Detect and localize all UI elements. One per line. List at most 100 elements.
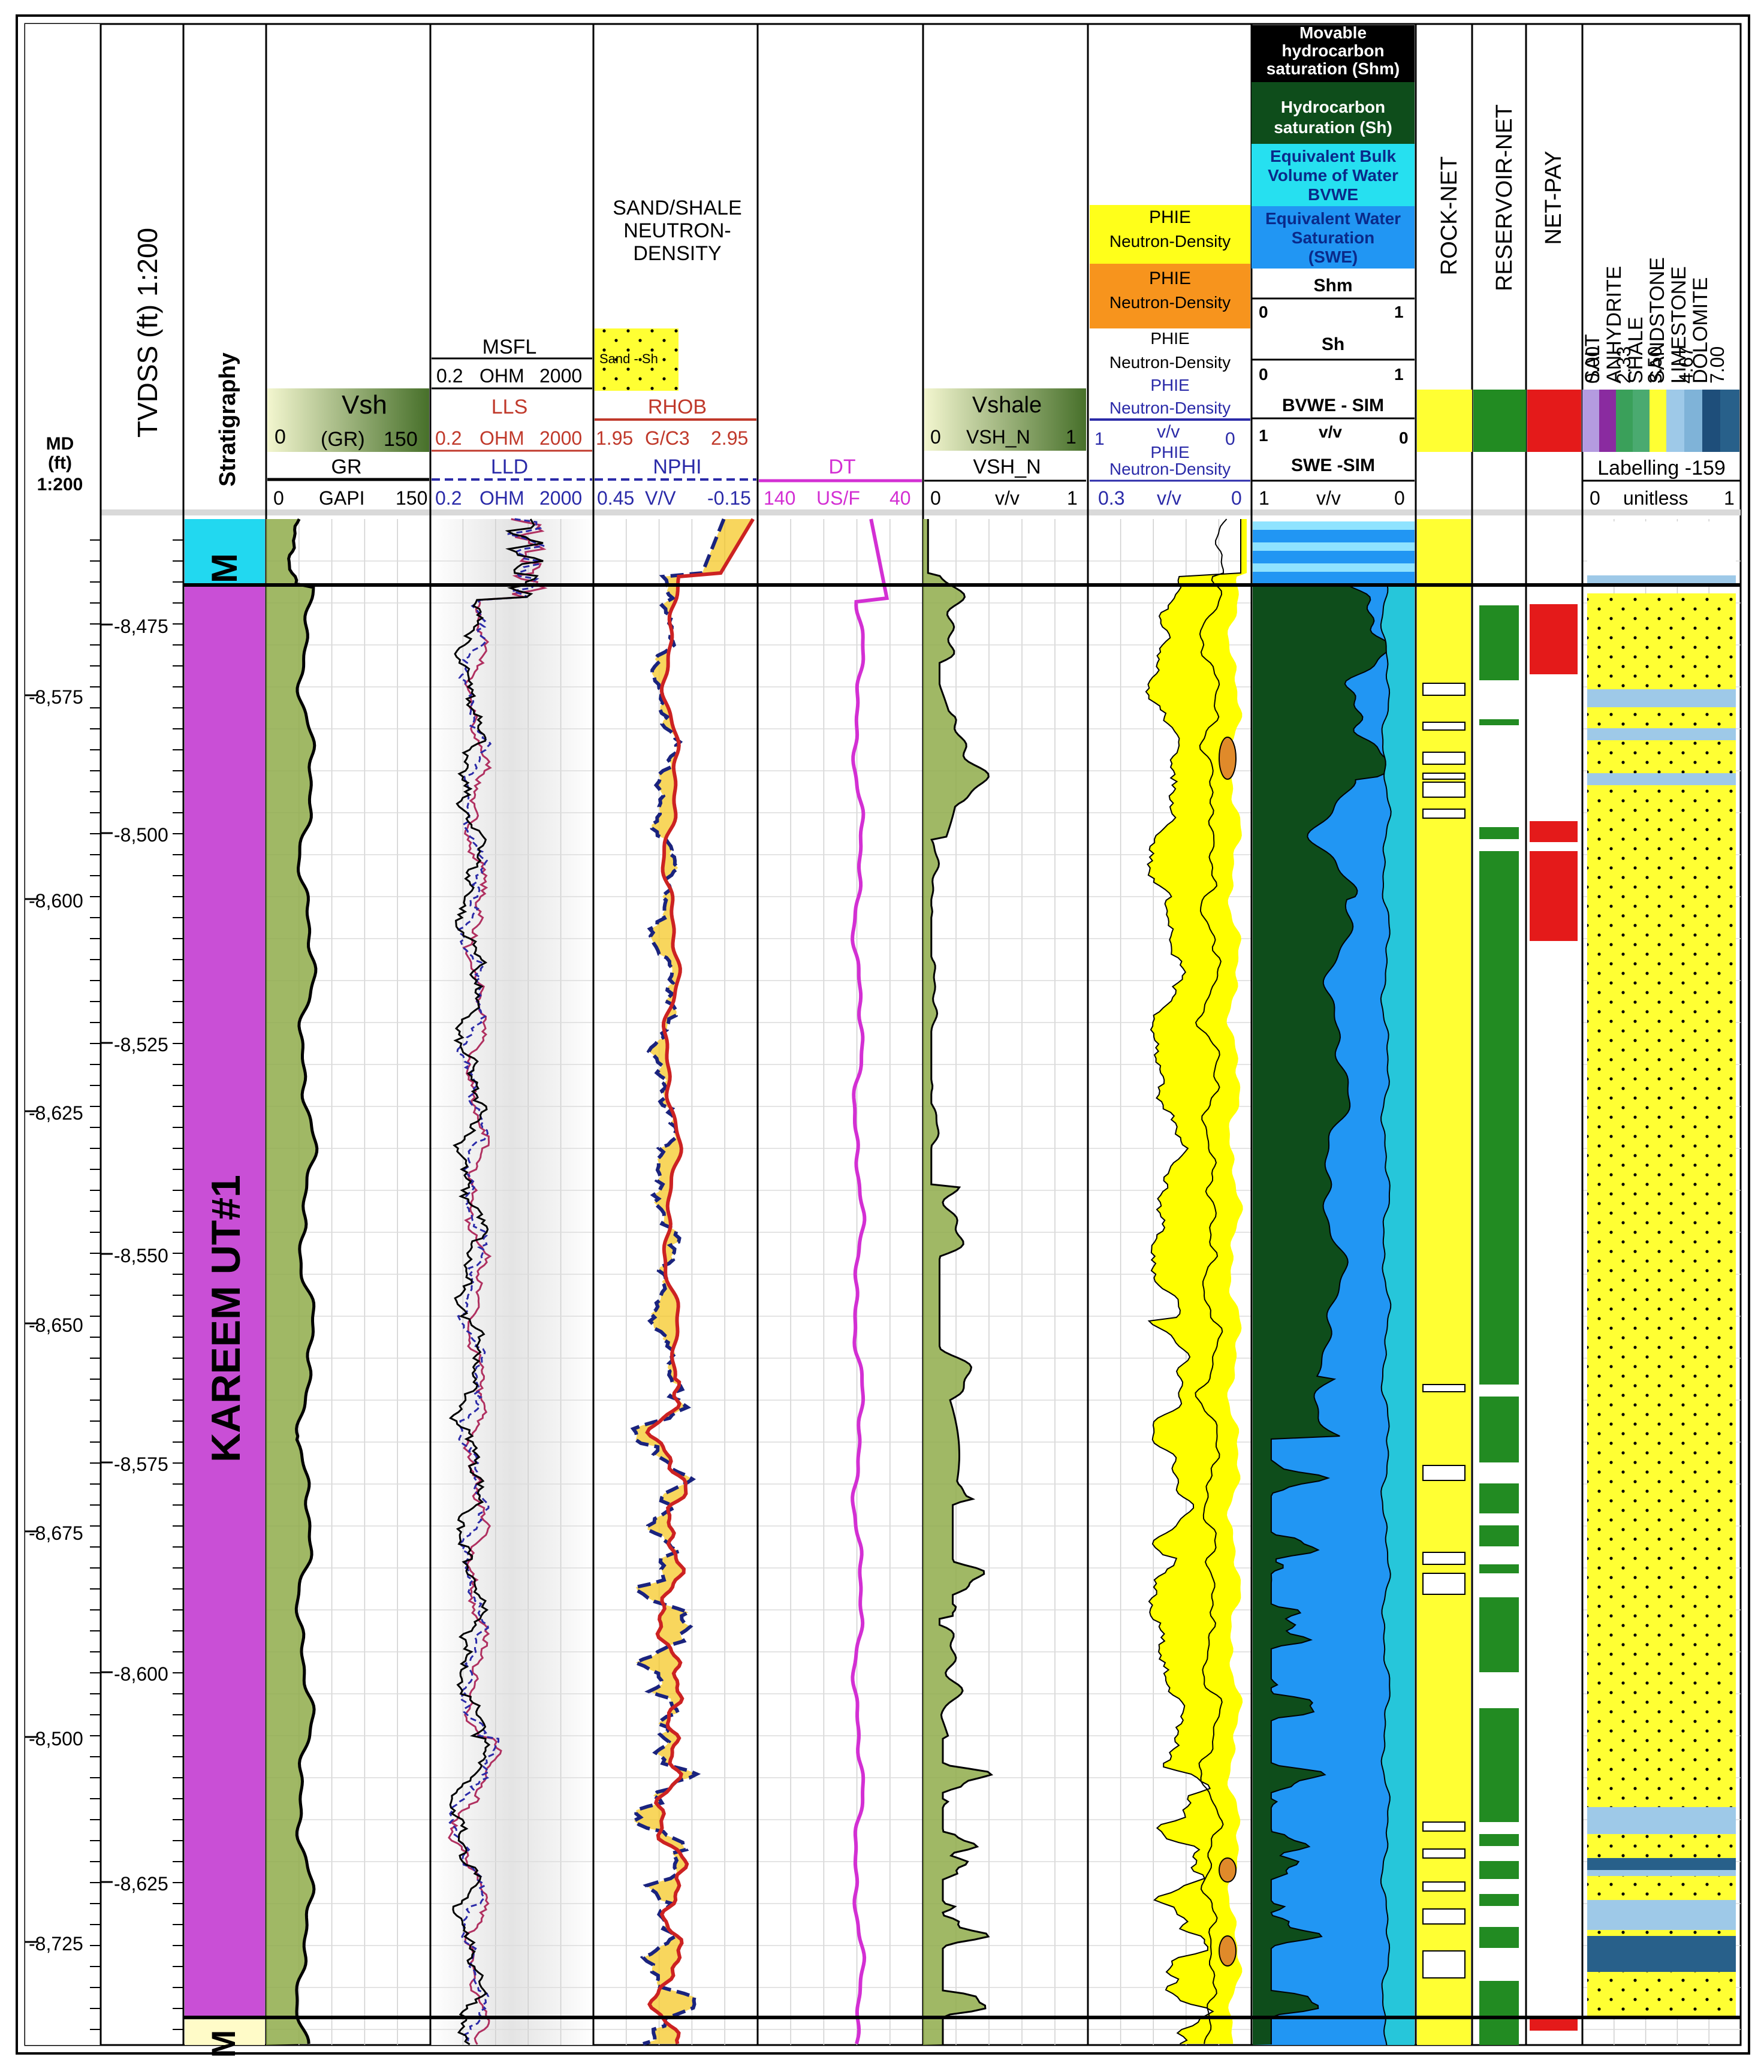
vsh-scale-mid: (GR): [321, 428, 365, 451]
rhob-scale-unit: G/C3: [645, 427, 690, 449]
net-pay-block: [1530, 604, 1578, 674]
lith-limestone-band: [1587, 1807, 1736, 1834]
phie4-subtitle: Neutron-Density: [1109, 399, 1231, 417]
porosity-header: PHIE Neutron-Density PHIE Neutron-Densit…: [1090, 205, 1250, 509]
rock-net-fill: [1417, 519, 1471, 2045]
phie-scale1-max: 1: [1094, 429, 1105, 449]
rock-net-gap: [1422, 1573, 1466, 1595]
gr-unit-right: 150: [396, 487, 427, 509]
phie-orange-patch: [1219, 737, 1237, 780]
bvwe-scale-min: 0: [1399, 429, 1409, 447]
vshale-curve: [927, 519, 994, 2044]
outer-frame: [16, 14, 1750, 2055]
lls-label: LLS: [491, 396, 528, 418]
stratigraphy-label: Stratigraphy: [215, 352, 240, 487]
lithology-name: SALT: [1581, 334, 1604, 384]
sand-legend-box: [595, 328, 679, 391]
md-tick-label: -8,725: [29, 1933, 83, 1955]
lithology-value: 2.33: [1613, 346, 1635, 384]
net-pay-block: [1530, 821, 1578, 842]
md-tick-label: -8,650: [29, 1314, 83, 1336]
vshale-scale-curve: VSH_N: [966, 426, 1030, 448]
nphi-scale-unit: V/V: [645, 487, 676, 509]
rhob-label: RHOB: [648, 396, 707, 418]
lithology-name: SHALE: [1624, 317, 1647, 384]
reservoir-net-block: [1479, 1397, 1519, 1462]
md-tick-label: -8,675: [29, 1522, 83, 1544]
vshale-title: Vshale: [972, 393, 1042, 418]
reservoir-net-block: [1479, 1927, 1519, 1948]
gr-curve: [287, 518, 319, 2044]
strat-top-tag: M: [204, 553, 245, 583]
flag-headers: ROCK-NET RESERVOIR-NET NET-PAY: [1417, 104, 1581, 452]
sat-top-band: [1253, 542, 1415, 551]
tvdss-label: TVDSS (ft) 1:200: [132, 228, 163, 438]
saturation-header: Movable hydrocarbon saturation (Shm) Hyd…: [1252, 23, 1415, 509]
strat-zone-label: KAREEM UT#1: [203, 1175, 249, 1462]
reservoir-net-block: [1479, 719, 1519, 725]
swe-title-2: Saturation: [1292, 228, 1374, 247]
rock-net-gap: [1422, 683, 1466, 696]
lld-scale-unit: OHM: [480, 487, 524, 509]
dt-label: DT: [828, 456, 855, 478]
vsh-title: Vsh: [342, 390, 387, 420]
rock-net-label: ROCK-NET: [1437, 156, 1462, 275]
msfl-curve: [448, 518, 544, 2046]
lithology-value: 0.00: [1582, 346, 1603, 384]
lld-curve: [448, 518, 545, 2045]
rock-net-gap: [1422, 809, 1466, 819]
vshale-scale-max: 1: [1066, 426, 1077, 448]
vshale-scale-min: 0: [930, 426, 941, 448]
phie-orange-patch: [1219, 1935, 1237, 1967]
phie-fill: [1145, 519, 1247, 2044]
gr-unit: GAPI: [319, 487, 364, 509]
vshale-unit-min: 0: [930, 487, 941, 509]
msfl-scale-unit: OHM: [480, 365, 524, 387]
lith-top-blank: [1587, 521, 1736, 575]
lith-sandstone: [1587, 593, 1736, 2017]
nphi-scale-max: -0.15: [707, 487, 751, 509]
sh-label: Sh: [1322, 334, 1344, 354]
lls-curve: [448, 518, 548, 2045]
nd-crossover-fill: [633, 519, 753, 2044]
vshale-fill: [923, 519, 991, 2045]
shm-title-3: saturation (Shm): [1267, 59, 1400, 78]
rock-net-gap: [1422, 773, 1466, 780]
gr-header: Vsh 0 (GR) 150 GR 0 GAPI 150: [267, 388, 429, 509]
reservoir-net-block: [1479, 1894, 1519, 1906]
net-pay-block: [1530, 851, 1578, 941]
net-pay-label: NET-PAY: [1541, 151, 1566, 245]
vshale-unit: v/v: [995, 487, 1020, 509]
dt-header: DT 140 US/F 40: [759, 456, 922, 509]
bvwe-title-3: BVWE: [1308, 185, 1358, 204]
vshale-header: Vshale 0 VSH_N 1 VSH_N 0 v/v 1: [924, 388, 1086, 509]
msfl-label: MSFL: [483, 336, 537, 358]
tvdss-tick-label: -8,475: [114, 616, 168, 637]
lithology-name: ANHYDRITE: [1603, 266, 1626, 384]
vshale-unit-max: 1: [1067, 487, 1078, 509]
stratigraphy-track: Stratigraphy M KAREEM UT#1 M: [182, 24, 265, 2058]
phie5-title: PHIE: [1150, 443, 1189, 462]
phie-scale1-unit: v/v: [1157, 422, 1180, 442]
swe-title-3: (SWE): [1308, 248, 1358, 266]
reservoir-net-block: [1479, 1564, 1519, 1573]
vsh-n-label: VSH_N: [973, 456, 1041, 478]
shm-title-1: Movable: [1299, 23, 1367, 42]
lithology-scale-min: 0: [1590, 487, 1600, 509]
reservoir-net-block: [1479, 1483, 1519, 1513]
bvwe-scale-unit: v/v: [1319, 423, 1342, 441]
tvdss-tick-label: -8,600: [114, 1663, 168, 1685]
track-grids: [266, 519, 1741, 2045]
lith-limestone-band: [1587, 689, 1736, 707]
phie3-subtitle: Neutron-Density: [1109, 353, 1231, 372]
swe-sim-label: SWE -SIM: [1291, 456, 1375, 475]
nd-title-1: SAND/SHALE: [613, 197, 741, 219]
phie4-title: PHIE: [1150, 376, 1189, 394]
reservoir-net-block: [1479, 1597, 1519, 1672]
lithology-scale-max: 1: [1724, 487, 1735, 509]
md-track: MD (ft) 1:200 -8,575 -8,600 -8,625 -8,650 -8…: [25, 24, 101, 2045]
md-tick-label: -8,625: [29, 1102, 83, 1124]
lith-dolomite-band: [1587, 1936, 1736, 1972]
lith-limestone-band: [1587, 773, 1736, 785]
